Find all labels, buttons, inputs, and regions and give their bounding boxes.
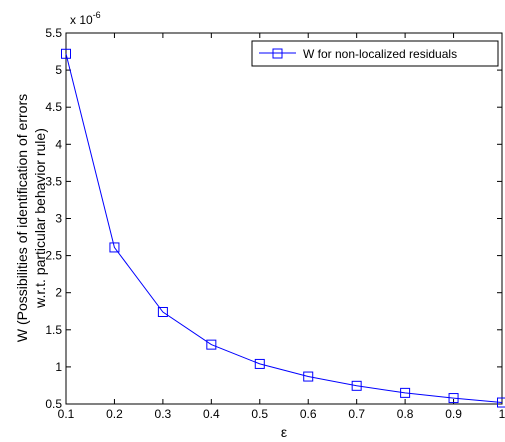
plot-area [65, 32, 503, 405]
tick-labels: 0.1 0.2 0.3 0.4 0.5 0.6 0.7 0.8 0.9 1 0.5 1 1.5 2 2.5 3… [45, 26, 505, 421]
data-point [61, 48, 71, 59]
series-line [65, 53, 503, 403]
y-tick-label: 1 [55, 360, 62, 374]
x-tick-label: 0.1 [58, 407, 75, 421]
y-tick-label: 5 [55, 63, 62, 77]
y-tick-label: 5.5 [45, 26, 62, 40]
x-tick-label: 0.3 [155, 407, 172, 421]
y-tick-label: 4.5 [45, 100, 62, 114]
legend: W for non-localized residuals [251, 40, 499, 67]
data-point [157, 306, 168, 317]
y-tick-label: 4 [55, 137, 62, 151]
x-tick-label: 0.2 [106, 407, 123, 421]
series [61, 48, 505, 408]
x-tick-label: 1 [499, 407, 505, 421]
y-tick-label: 1.5 [45, 323, 62, 337]
data-point [109, 242, 120, 253]
y-tick-label: 3 [55, 212, 62, 226]
y-tick-label: 2 [55, 286, 62, 300]
x-tick-label: 0.7 [348, 407, 365, 421]
y-axis-label: W (Possibilities of identification of er… [14, 94, 30, 342]
x-tick-label: 0.8 [397, 407, 414, 421]
y-tick-label: 3.5 [45, 174, 62, 188]
y-axis-label-line2: w.r.t. particular behavior rule) [32, 128, 48, 309]
x-tick-label: 0.5 [251, 407, 268, 421]
y-multiplier-base: x 10 [70, 13, 93, 27]
data-point [400, 387, 411, 398]
x-tick-label: 0.4 [203, 407, 220, 421]
data-point [351, 380, 362, 391]
data-point [206, 339, 217, 350]
x-tick-label: 0.6 [300, 407, 317, 421]
y-tick-label: 0.5 [45, 397, 62, 411]
y-tick-label: 2.5 [45, 249, 62, 263]
x-tick-label: 0.9 [445, 407, 462, 421]
legend-label: W for non-localized residuals [303, 47, 457, 61]
data-point [303, 371, 314, 382]
x-axis-label: ε [281, 424, 287, 440]
legend-marker [272, 48, 283, 59]
y-multiplier-exponent: -6 [93, 10, 101, 20]
data-point [254, 358, 265, 369]
data-point [448, 393, 459, 404]
y-multiplier: x 10-6 [70, 10, 101, 27]
data-point [497, 397, 505, 408]
